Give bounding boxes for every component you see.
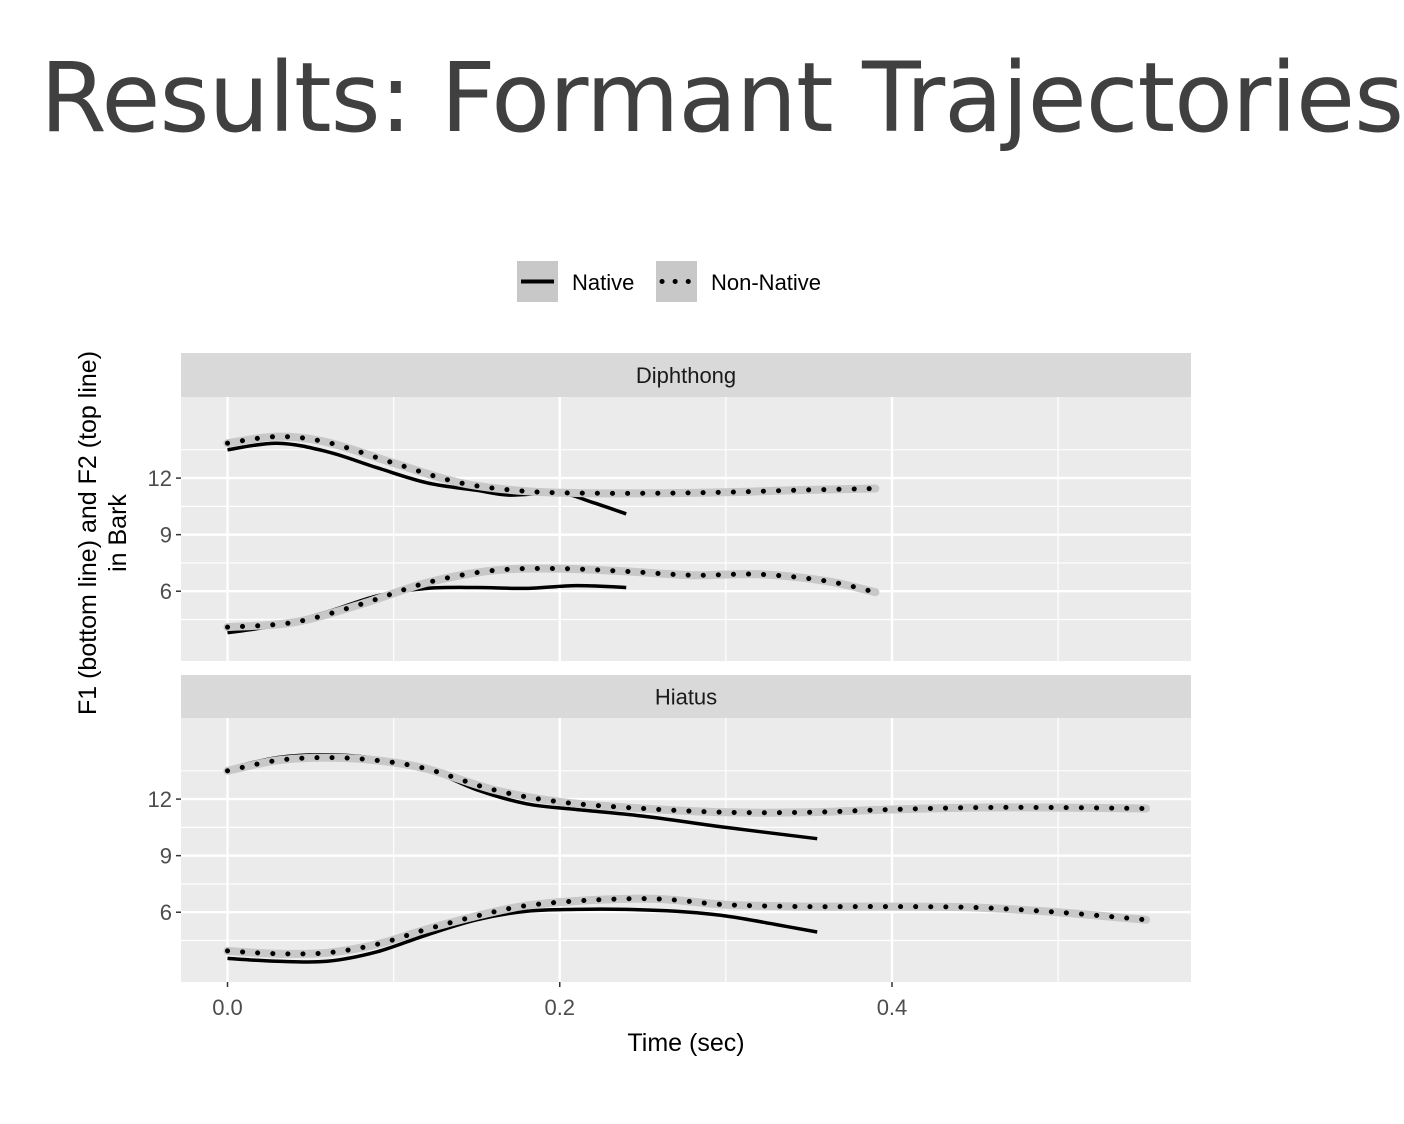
- x-axis: 0.0 0.2 0.4: [212, 982, 907, 1020]
- y-axis-title: F1 (bottom line) and F2 (top line)in Bar…: [74, 351, 132, 715]
- y-tick-label: 6: [160, 900, 172, 925]
- x-axis-title: Time (sec): [627, 1029, 744, 1057]
- x-tick-label: 0.0: [212, 995, 243, 1020]
- y-tick-label: 9: [160, 523, 172, 548]
- y-tick-label: 9: [160, 844, 172, 869]
- strip-hiatus: [181, 675, 1191, 718]
- legend: Native Non-Native: [517, 261, 821, 302]
- strip-label-diphthong: Diphthong: [636, 363, 736, 388]
- strip-label-hiatus: Hiatus: [655, 685, 717, 710]
- series-non-native-f2-hiatus: [225, 755, 1149, 816]
- legend-label-native: Native: [572, 270, 634, 295]
- plot-area-diphthong: [181, 397, 1191, 661]
- x-tick-label: 0.2: [544, 995, 575, 1020]
- series-native-f2-diphthong: [227, 441, 627, 516]
- facet-panels: Diphthong 6 9 12 Hiatus 6 9 12: [148, 353, 1191, 982]
- y-axis-title-line: F1 (bottom line) and F2 (top line): [74, 351, 102, 715]
- y-tick-label: 12: [148, 466, 172, 491]
- y-tick-label: 6: [160, 579, 172, 604]
- series-native-f1-hiatus: [227, 907, 818, 964]
- series-non-native-f1-hiatus-ribbon: [223, 894, 1151, 958]
- panel-hiatus: Hiatus 6 9 12: [148, 675, 1191, 982]
- panel-diphthong: Diphthong 6 9 12: [148, 353, 1191, 661]
- y-axis-title-line: in Bark: [104, 494, 132, 572]
- y-tick-label: 12: [148, 787, 172, 812]
- series-non-native-f2-diphthong-ribbon: [223, 432, 880, 498]
- legend-label-non-native: Non-Native: [711, 270, 821, 295]
- series-non-native-f1-diphthong-ribbon: [223, 564, 880, 632]
- strip-diphthong: [181, 353, 1191, 397]
- slide-title: Results: Formant Trajectories: [40, 42, 1404, 154]
- x-tick-label: 0.4: [877, 995, 908, 1020]
